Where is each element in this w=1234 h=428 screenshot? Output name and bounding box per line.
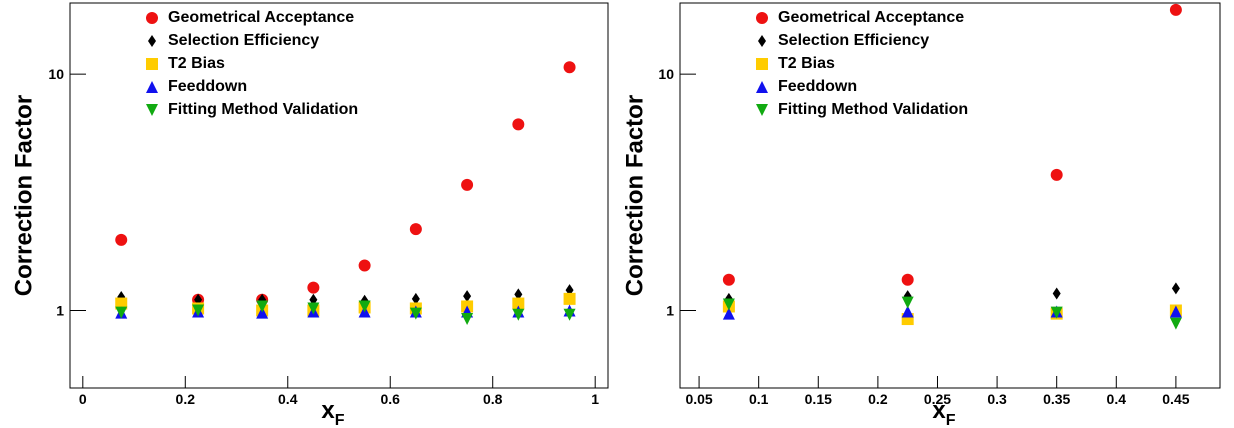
- y-tick-label: 10: [658, 66, 674, 82]
- x-tick-label: 0.8: [483, 391, 503, 407]
- point: [1171, 282, 1180, 295]
- legend-marker: [756, 58, 768, 70]
- legend-label: T2 Bias: [778, 55, 835, 72]
- x-tick-label: 0.3: [987, 391, 1007, 407]
- point: [512, 118, 525, 131]
- point: [115, 306, 128, 319]
- point: [563, 61, 576, 74]
- x-tick-label: 0.35: [1043, 391, 1070, 407]
- point: [307, 281, 320, 294]
- point: [358, 300, 371, 313]
- point: [192, 304, 205, 317]
- point: [722, 307, 735, 320]
- legend-label: Fitting Method Validation: [778, 101, 968, 118]
- point: [115, 297, 128, 310]
- x-tick-label: 0.25: [924, 391, 951, 407]
- y-tick-label: 1: [666, 302, 674, 318]
- point: [1050, 306, 1063, 319]
- point: [1052, 287, 1061, 300]
- x-tick-label: 1: [591, 391, 599, 407]
- point: [1169, 3, 1182, 16]
- y-tick-label: 10: [48, 66, 64, 82]
- legend-label: Feeddown: [778, 78, 857, 95]
- point: [411, 292, 420, 305]
- legend-marker: [146, 58, 158, 70]
- point: [512, 308, 525, 321]
- point: [1169, 305, 1182, 318]
- x-axis-title: xF: [932, 397, 955, 428]
- legend-label: Selection Efficiency: [168, 32, 319, 49]
- plot-frame: [69, 2, 609, 389]
- x-tick-label: 0.45: [1162, 391, 1189, 407]
- legend-marker: [146, 104, 158, 116]
- legend-marker: [756, 104, 768, 116]
- point: [563, 292, 576, 305]
- point: [115, 233, 128, 246]
- point: [1050, 168, 1063, 181]
- point: [563, 308, 576, 321]
- legend-marker: [146, 12, 158, 24]
- point: [409, 307, 422, 320]
- legend-marker: [758, 35, 766, 47]
- x-axis-title-sub: F: [335, 412, 345, 428]
- x-axis-title-main: x: [932, 397, 946, 424]
- legend-label: Feeddown: [168, 78, 247, 95]
- y-tick-label: 1: [56, 302, 64, 318]
- x-tick-label: 0.2: [868, 391, 888, 407]
- x-tick-label: 0: [79, 391, 87, 407]
- x-tick-label: 0.05: [685, 391, 712, 407]
- point: [461, 313, 474, 326]
- legend-label: Fitting Method Validation: [168, 101, 358, 118]
- x-axis-title-sub: F: [946, 412, 956, 428]
- point: [409, 223, 422, 236]
- point: [307, 302, 320, 315]
- point: [722, 273, 735, 286]
- point: [358, 259, 371, 272]
- point: [463, 290, 472, 303]
- point: [461, 178, 474, 191]
- point: [901, 296, 914, 309]
- legend-label: Geometrical Acceptance: [168, 9, 354, 26]
- legend-marker: [146, 81, 158, 93]
- legend-label: T2 Bias: [168, 55, 225, 72]
- x-axis-title: xF: [321, 397, 344, 428]
- plot-frame: [679, 2, 1221, 389]
- point: [901, 273, 914, 286]
- y-axis-title: Correction Factor: [10, 95, 37, 296]
- x-tick-label: 0.4: [1107, 391, 1127, 407]
- legend-marker: [756, 12, 768, 24]
- x-tick-label: 0.4: [278, 391, 298, 407]
- point: [256, 306, 269, 319]
- y-axis-title: Correction Factor: [621, 95, 648, 296]
- point: [1169, 317, 1182, 330]
- x-tick-label: 0.1: [749, 391, 769, 407]
- x-tick-label: 0.2: [176, 391, 196, 407]
- x-axis-title-main: x: [321, 397, 335, 424]
- point: [722, 298, 735, 311]
- legend-marker: [148, 35, 156, 47]
- legend-marker: [756, 81, 768, 93]
- legend-label: Geometrical Acceptance: [778, 9, 964, 26]
- x-tick-label: 0.15: [805, 391, 832, 407]
- x-tick-label: 0.6: [381, 391, 401, 407]
- point: [514, 288, 523, 301]
- legend-label: Selection Efficiency: [778, 32, 929, 49]
- point: [256, 300, 269, 313]
- point: [512, 297, 525, 310]
- point: [901, 305, 914, 318]
